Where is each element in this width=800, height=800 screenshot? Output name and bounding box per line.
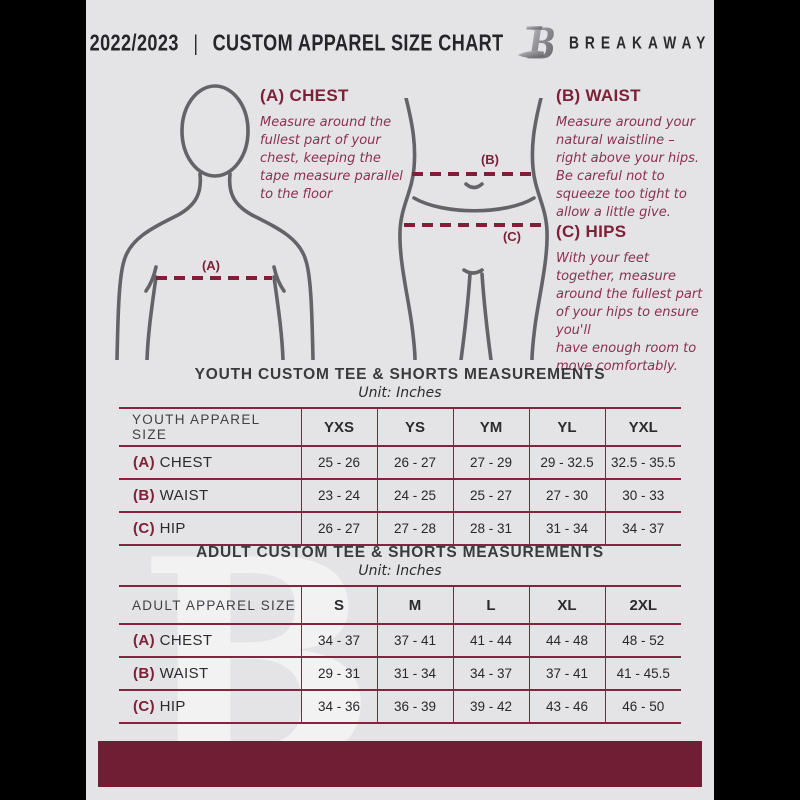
header-cell: 2XL: [604, 586, 681, 624]
chest-marker-label: (A): [202, 258, 220, 273]
cell-value: 29 - 32.5: [528, 446, 605, 479]
cell-value: 37 - 41: [376, 624, 453, 657]
header-cell: S: [300, 586, 377, 624]
lower-body-figure: (B) (C): [398, 98, 549, 360]
row-label: (C) HIP: [133, 520, 186, 537]
cell-value: 34 - 37: [300, 624, 377, 657]
header-cell: ADULT APPAREL SIZE: [132, 597, 296, 613]
youth-table-title: YOUTH CUSTOM TEE & SHORTS MEASUREMENTS: [194, 366, 606, 383]
cell-value: 24 - 25: [376, 479, 453, 512]
cell-value: 23 - 24: [300, 479, 377, 512]
breakaway-logo-icon: B: [517, 19, 556, 69]
adult-table-title: ADULT CUSTOM TEE & SHORTS MEASUREMENTS: [196, 544, 604, 561]
row-label: (C) HIP: [133, 698, 186, 715]
header-cell: L: [452, 586, 529, 624]
header-cell: M: [376, 586, 453, 624]
adult-table-unit: Unit: Inches: [358, 563, 442, 579]
hips-guide-title: (C) HIPS: [556, 222, 627, 241]
header-cell: XL: [528, 586, 605, 624]
cell-value: 31 - 34: [376, 657, 453, 690]
row-label: (B) WAIST: [133, 665, 209, 682]
table-row: (C) HIP 26 - 27 27 - 28 28 - 31 31 - 34 …: [119, 512, 681, 545]
waist-guide-description: Measure around your natural waistline – …: [556, 115, 700, 220]
cell-value: 34 - 36: [300, 690, 377, 723]
cell-value: 46 - 50: [604, 690, 681, 723]
footer-accent-bar: [98, 741, 702, 787]
table-row: (C) HIP 34 - 36 36 - 39 39 - 42 43 - 46 …: [119, 690, 681, 723]
page-title: CUSTOM APPAREL SIZE CHART: [212, 30, 504, 57]
cell-value: 48 - 52: [604, 624, 681, 657]
cell-value: 34 - 37: [604, 512, 681, 545]
youth-table-unit: Unit: Inches: [358, 385, 442, 401]
chest-guide: (A) CHEST Measure around the fullest par…: [260, 86, 410, 204]
hips-marker-label: (C): [503, 229, 521, 244]
row-label: (A) CHEST: [133, 454, 213, 471]
waist-guide-title: (B) WAIST: [556, 86, 641, 105]
cell-value: 36 - 39: [376, 690, 453, 723]
cell-value: 25 - 27: [452, 479, 529, 512]
waist-guide: (B) WAIST Measure around your natural wa…: [556, 86, 708, 222]
header-cell: YOUTH APPAREL SIZE: [132, 412, 260, 442]
header-separator: |: [193, 31, 198, 56]
youth-size-table: YOUTH APPAREL SIZE YXS YS YM YL YXL (A) …: [119, 407, 681, 546]
cell-value: 28 - 31: [452, 512, 529, 545]
adult-table-section: ADULT CUSTOM TEE & SHORTS MEASUREMENTS U…: [86, 544, 714, 724]
cell-value: 26 - 27: [376, 446, 453, 479]
brand-name: BREAKAWAY: [568, 33, 711, 53]
chest-guide-description: Measure around the fullest part of your …: [260, 115, 403, 202]
table-header-row: ADULT APPAREL SIZE S M L XL 2XL: [119, 586, 681, 624]
cell-value: 29 - 31: [300, 657, 377, 690]
cell-value: 25 - 26: [300, 446, 377, 479]
page-header: 2022/2023 | CUSTOM APPAREL SIZE CHART B …: [86, 19, 714, 69]
cell-value: 39 - 42: [452, 690, 529, 723]
cell-value: 37 - 41: [528, 657, 605, 690]
figure-navel: [464, 182, 484, 190]
size-chart-page: 2022/2023 | CUSTOM APPAREL SIZE CHART B …: [86, 0, 714, 800]
cell-value: 30 - 33: [604, 479, 681, 512]
table-row: (B) WAIST 23 - 24 24 - 25 25 - 27 27 - 3…: [119, 479, 681, 512]
figure-head: [180, 84, 250, 178]
cell-value: 27 - 28: [376, 512, 453, 545]
cell-value: 41 - 45.5: [604, 657, 681, 690]
waist-marker-label: (B): [481, 152, 499, 167]
table-header-row: YOUTH APPAREL SIZE YXS YS YM YL YXL: [119, 408, 681, 446]
header-cell: YM: [452, 408, 529, 446]
header-cell: YXL: [604, 408, 681, 446]
hips-guide: (C) HIPS With your feet together, measur…: [556, 222, 708, 376]
cell-value: 26 - 27: [300, 512, 377, 545]
hips-guide-description: With your feet together, measure around …: [556, 251, 703, 374]
table-row: (A) CHEST 25 - 26 26 - 27 27 - 29 29 - 3…: [119, 446, 681, 479]
header-cell: YXS: [300, 408, 377, 446]
cell-value: 32.5 - 35.5: [604, 446, 681, 479]
chest-guide-title: (A) CHEST: [260, 86, 349, 105]
cell-value: 44 - 48: [528, 624, 605, 657]
row-label: (A) CHEST: [133, 632, 213, 649]
row-label: (B) WAIST: [133, 487, 209, 504]
cell-value: 27 - 29: [452, 446, 529, 479]
cell-value: 41 - 44: [452, 624, 529, 657]
adult-size-table: ADULT APPAREL SIZE S M L XL 2XL (A) CHES…: [119, 585, 681, 724]
cell-value: 43 - 46: [528, 690, 605, 723]
header-cell: YL: [528, 408, 605, 446]
cell-value: 27 - 30: [528, 479, 605, 512]
upper-body-figure: (A): [115, 84, 315, 360]
header-cell: YS: [376, 408, 453, 446]
cell-value: 34 - 37: [452, 657, 529, 690]
table-row: (A) CHEST 34 - 37 37 - 41 41 - 44 44 - 4…: [119, 624, 681, 657]
cell-value: 31 - 34: [528, 512, 605, 545]
youth-table-section: YOUTH CUSTOM TEE & SHORTS MEASUREMENTS U…: [86, 366, 714, 546]
table-row: (B) WAIST 29 - 31 31 - 34 34 - 37 37 - 4…: [119, 657, 681, 690]
season-label: 2022/2023: [89, 30, 179, 57]
